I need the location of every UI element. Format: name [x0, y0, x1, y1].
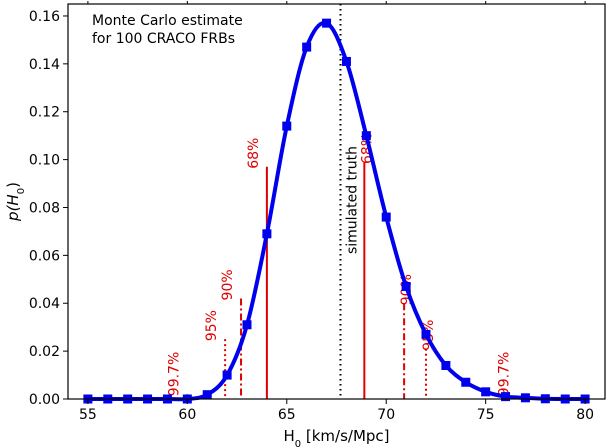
y-tick-label-0.14: 0.14 — [29, 57, 60, 73]
series-0-point-6 — [202, 390, 212, 400]
y-axis-label-sub: 0 — [16, 188, 27, 194]
y-tick-label-0.06: 0.06 — [29, 248, 60, 264]
y-tick-label-0.1: 0.10 — [29, 153, 60, 169]
x-tick-label-55: 55 — [79, 407, 97, 423]
series-0-point-18 — [441, 360, 451, 370]
series-0-point-19 — [461, 377, 471, 387]
ci-90-low-label: 90% — [220, 269, 236, 300]
x-axis-label: H0 [km/s/Mpc] — [283, 427, 389, 448]
annotation-line-2: for 100 CRACO FRBs — [92, 31, 235, 47]
y-axis-label-close: ) — [4, 182, 22, 188]
x-axis-label-units: [km/s/Mpc] — [301, 427, 389, 445]
y-axis-label-main: p(H — [4, 194, 22, 222]
axes-frame — [67, 3, 606, 400]
y-tick-label-0.02: 0.02 — [29, 344, 60, 360]
series-0-curve — [87, 20, 586, 402]
series-0-point-16 — [401, 281, 411, 291]
y-tick-label-0.16: 0.16 — [29, 9, 60, 25]
truth-label: simulated truth — [344, 146, 360, 254]
y-tick-label-0.04: 0.04 — [29, 296, 60, 312]
series-0-point-9 — [262, 229, 272, 239]
annotation-group: Monte Carlo estimate for 100 CRACO FRBs — [92, 13, 243, 47]
ci-997-low-label: 99.7% — [166, 352, 182, 396]
x-tick-label-75: 75 — [477, 407, 495, 423]
x-tick-label-60: 60 — [178, 407, 196, 423]
series-0-point-20 — [481, 387, 491, 397]
plot-area: simulated truth68%68%90%90%95%95%99.7%99… — [83, 4, 590, 404]
x-tick-label-80: 80 — [576, 407, 594, 423]
axes: 55 60 65 70 75 80 0.00 0.02 0.04 0.06 0.08 0.10 0.12… — [29, 1, 606, 423]
series-0-point-21 — [501, 392, 511, 402]
ci-95-low-label: 95% — [204, 310, 220, 341]
y-tick-label-0: 0.00 — [29, 392, 60, 408]
x-axis-label-main: H — [283, 427, 294, 445]
x-tick-label-65: 65 — [278, 407, 296, 423]
series-0-point-7 — [222, 370, 232, 380]
series-0-point-8 — [242, 320, 252, 330]
x-axis-label-sub: 0 — [295, 439, 301, 448]
series-0-point-11 — [302, 42, 312, 52]
series-0-point-22 — [520, 393, 530, 403]
ci-997-high-label: 99.7% — [497, 352, 513, 396]
series-0-point-17 — [421, 329, 431, 339]
series-0-point-13 — [341, 56, 351, 66]
ci-68-low-label: 68% — [246, 138, 262, 169]
series-0-point-12 — [322, 18, 332, 28]
series-0-point-15 — [381, 212, 391, 222]
y-tick-label-0.08: 0.08 — [29, 200, 60, 216]
y-axis-label: p(H0) — [4, 182, 27, 222]
y-tick-label-0.12: 0.12 — [29, 105, 60, 121]
series-0-point-14 — [361, 131, 371, 141]
series-0-point-10 — [282, 121, 292, 131]
x-tick-label-70: 70 — [377, 407, 395, 423]
annotation-line-1: Monte Carlo estimate — [92, 13, 243, 29]
